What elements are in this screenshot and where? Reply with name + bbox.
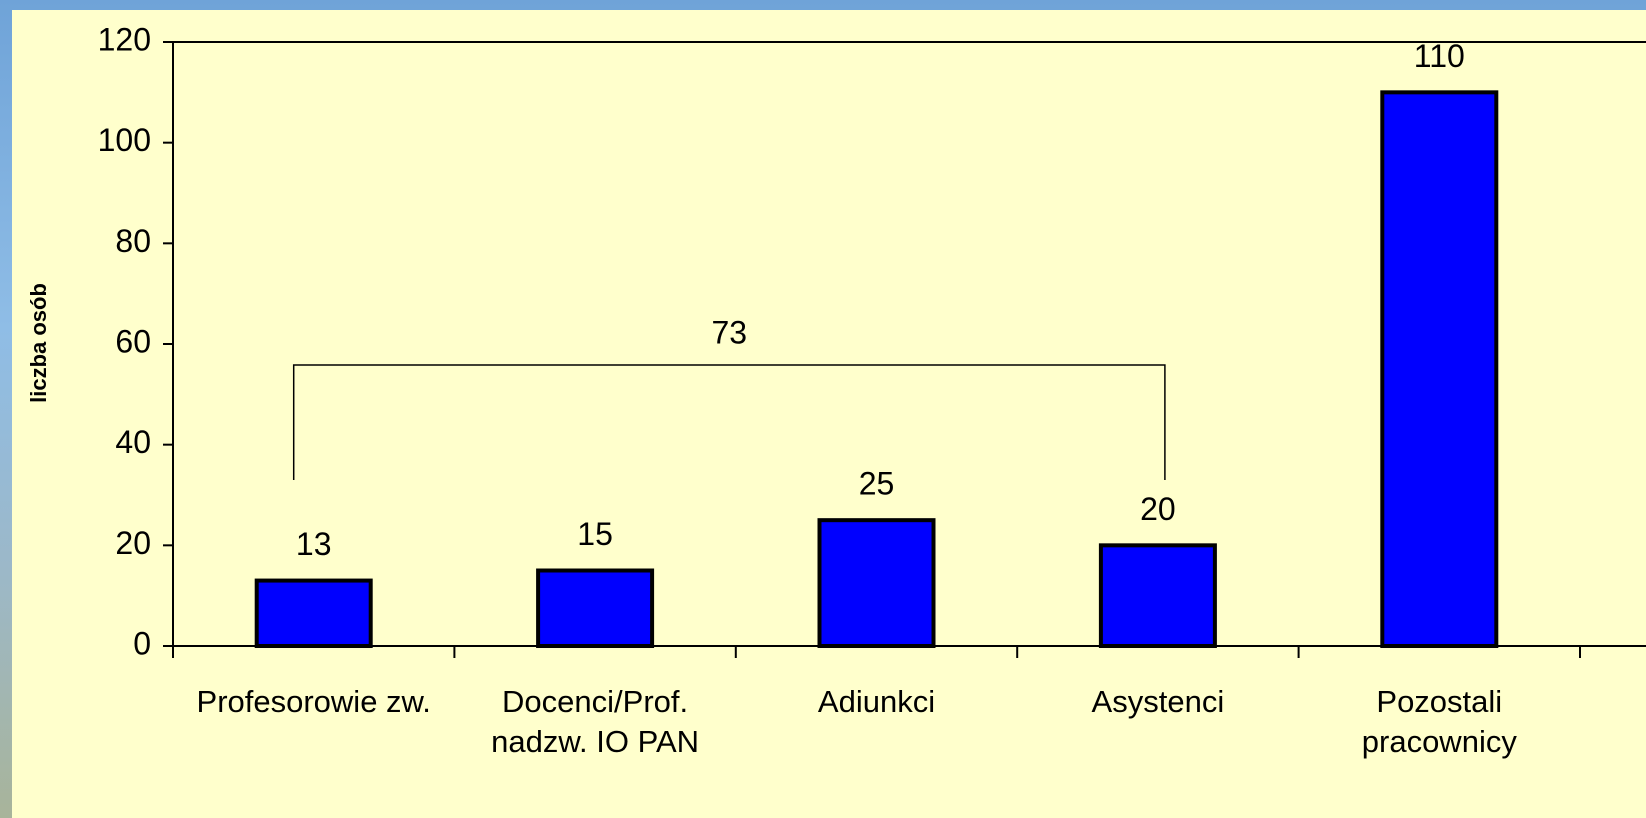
annotation-bracket (294, 365, 1165, 480)
x-tick-label: Asystenci (1028, 682, 1288, 722)
annotation: 73 (712, 314, 748, 350)
y-axis-label: liczba osób (26, 283, 51, 403)
value-label: 25 (859, 466, 895, 502)
x-tick-label: Docenci/Prof. nadzw. IO PAN (465, 682, 725, 762)
page: liczba osób 0 20 40 60 80 100 120 13 15 25 20 110 73… (0, 0, 1646, 818)
x-tick-label: Pozostali pracownicy (1309, 682, 1569, 762)
bar (538, 571, 652, 647)
y-tick-label: 20 (115, 525, 151, 561)
x-tick-label: Adiunkci (747, 682, 1007, 722)
bar (1101, 545, 1215, 646)
y-tick-label: 60 (115, 323, 151, 359)
bar (257, 581, 371, 646)
y-tick-label: 100 (98, 122, 151, 158)
value-label: 20 (1140, 491, 1176, 527)
y-tick-label: 120 (98, 21, 151, 57)
bar (820, 520, 934, 646)
x-tick-label: Profesorowie zw. (184, 682, 444, 722)
y-tick-label: 80 (115, 223, 151, 259)
value-label: 15 (577, 516, 613, 552)
y-tick-label: 0 (133, 625, 151, 661)
y-tick-label: 40 (115, 424, 151, 460)
value-label: 13 (296, 526, 332, 562)
bar (1382, 92, 1496, 646)
value-label: 110 (1414, 38, 1465, 74)
